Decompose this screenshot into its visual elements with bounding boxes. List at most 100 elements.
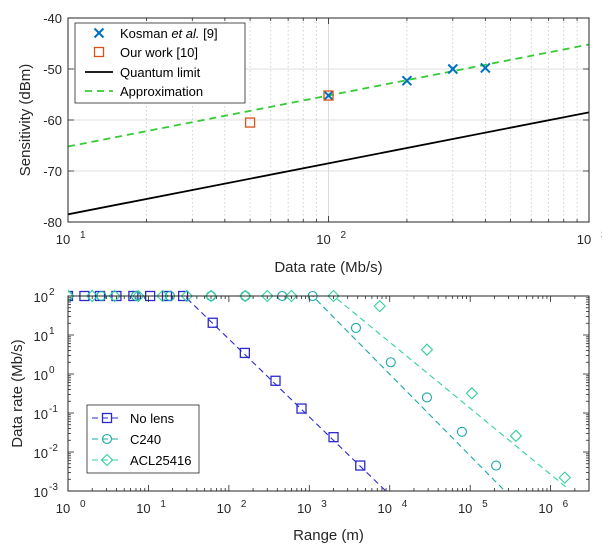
x-tick-label: 10 1 xyxy=(136,499,166,516)
series-2-point-15 xyxy=(558,471,572,484)
x-tick-label-exp: 1 xyxy=(160,499,166,510)
series-0-point-8 xyxy=(207,317,218,328)
series-2-point-12 xyxy=(420,343,434,356)
y-tick-label: 10 2 xyxy=(34,287,55,305)
y-tick-base: 10 xyxy=(34,290,48,305)
legend-label-text: Kosman xyxy=(120,26,171,41)
legend-2: No lens C240 ACL25416 xyxy=(86,404,200,474)
y-tick-base: 10 xyxy=(34,329,48,344)
series-1-point-8 xyxy=(350,322,361,333)
legend-marker-2 xyxy=(100,453,114,467)
series-2-point-7 xyxy=(239,289,252,303)
series-0-point-1 xyxy=(401,75,413,86)
series-2-point-3 xyxy=(132,289,145,303)
x-tick-label-base: 10 xyxy=(458,501,472,516)
x-tick-label-base: 10 xyxy=(297,501,311,516)
legend-label-text: Our work [10] xyxy=(120,45,198,60)
x-tick-label-exp: 5 xyxy=(482,499,488,510)
series-0-point-10 xyxy=(270,375,281,386)
y-tick-label: 10 0 xyxy=(34,365,55,383)
series-2-point-8 xyxy=(260,289,274,303)
x-tick-label: 10 2 xyxy=(316,230,346,247)
y-tick-base: 10 xyxy=(34,368,48,383)
y-tick-exp: -2 xyxy=(49,443,58,454)
y-tick-base: 10 xyxy=(34,407,48,422)
series-2-point-4 xyxy=(156,289,169,303)
y-tick-label: 10 -2 xyxy=(34,443,59,461)
x-tick-label: 10 6 xyxy=(538,499,568,516)
y-tick-label: 10 1 xyxy=(34,326,55,344)
y-tick-label: -70 xyxy=(43,164,62,179)
series-1-point-1 xyxy=(323,90,334,101)
x-tick-label: 10 0 xyxy=(56,499,86,516)
y-tick-label: -60 xyxy=(43,113,62,128)
y-tick-base: 10 xyxy=(34,485,48,500)
series-0-point-11 xyxy=(296,403,307,414)
x-tick-label: 10 5 xyxy=(458,499,488,516)
y-tick-label: -40 xyxy=(43,11,62,26)
x-tick-label-base: 10 xyxy=(316,232,330,247)
legend-label-italic: et al. xyxy=(171,26,199,41)
series-2-point-11 xyxy=(373,299,386,313)
legend-label-2: ACL25416 xyxy=(130,453,191,468)
legend-label-text: Approximation xyxy=(120,84,203,99)
y-tick-exp: -3 xyxy=(49,482,58,493)
y-tick-label: -80 xyxy=(43,215,62,230)
x-tick-label: 10 2 xyxy=(217,499,247,516)
y-tick-exp: 1 xyxy=(49,326,55,337)
x-tick-label-base: 10 xyxy=(56,232,70,247)
x-tick-label-base: 10 xyxy=(136,501,150,516)
x-tick-label-base: 10 xyxy=(217,501,231,516)
legend-marker-0 xyxy=(93,27,105,39)
series-0-point-9 xyxy=(239,347,251,359)
series-1-point-12 xyxy=(491,460,502,471)
series-1-point-0 xyxy=(244,117,256,128)
series-2-point-14 xyxy=(509,429,523,443)
x-tick-label-base: 10 xyxy=(577,232,591,247)
x-axis-label: Data rate (Mb/s) xyxy=(274,259,382,276)
legend-label-1: C240 xyxy=(130,432,161,447)
series-2-point-9 xyxy=(285,289,298,303)
x-tick-label-base: 10 xyxy=(56,501,70,516)
series-0-point-12 xyxy=(328,432,339,443)
legend-label-suffix: [9] xyxy=(200,26,218,41)
series-2-point-13 xyxy=(465,387,479,400)
y-tick-label: 10 -1 xyxy=(34,404,59,422)
series-2-point-10 xyxy=(327,289,340,303)
legend-label-1: Our work [10] xyxy=(120,45,198,60)
legend: Kosman et al. [9]Our work [10] Quantum li… xyxy=(74,22,246,104)
legend-label-text: Quantum limit xyxy=(120,65,201,80)
series-1-point-10 xyxy=(421,392,432,403)
y-axis-label: Sensitivity (dBm) xyxy=(17,64,34,177)
legend-marker-0 xyxy=(101,412,113,424)
series-0-point-3 xyxy=(480,62,491,74)
y-tick-exp: 2 xyxy=(49,287,55,298)
legend-label-0: No lens xyxy=(130,411,175,426)
x-tick-label-exp: 3 xyxy=(321,499,327,510)
legend-label-3: Approximation xyxy=(120,84,203,99)
y-tick-label: -50 xyxy=(43,62,62,77)
x-tick-label-exp: 2 xyxy=(341,230,347,241)
series-1-point-11 xyxy=(456,426,468,437)
series-0-point-0 xyxy=(323,90,334,101)
legend-marker-1 xyxy=(101,433,113,445)
legend-label-2: Quantum limit xyxy=(120,65,201,80)
x-tick-label-base: 10 xyxy=(538,501,552,516)
x-tick-label-exp: 0 xyxy=(80,499,86,510)
series-2-point-5 xyxy=(180,289,194,303)
axes-box-2 xyxy=(67,295,590,492)
x-tick-label-exp: 4 xyxy=(402,499,408,510)
y-tick-exp: -1 xyxy=(49,404,58,415)
series-1-point-9 xyxy=(385,357,396,368)
y-tick-label: 10 -3 xyxy=(34,482,59,500)
y-tick-base: 10 xyxy=(34,446,48,461)
y-tick-exp: 0 xyxy=(49,365,55,376)
x-axis-label-2: Range (m) xyxy=(293,527,364,544)
plot-area-2 xyxy=(68,289,572,491)
y-axis-label-2: Data rate (Mb/s) xyxy=(9,339,26,447)
x-tick-label-exp: 1 xyxy=(80,230,86,241)
series-2-point-1 xyxy=(85,289,99,303)
series-2-point-6 xyxy=(204,289,218,303)
